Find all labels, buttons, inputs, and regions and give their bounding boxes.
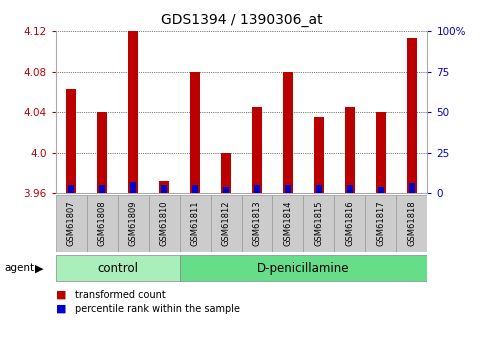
Bar — [180, 255, 427, 282]
Bar — [66, 89, 76, 193]
Bar — [180, 195, 211, 252]
Text: GSM61812: GSM61812 — [222, 201, 230, 246]
Text: GSM61808: GSM61808 — [98, 200, 107, 246]
Bar — [376, 112, 386, 193]
Bar — [223, 187, 229, 193]
Bar — [149, 195, 180, 252]
Text: GSM61818: GSM61818 — [408, 200, 416, 246]
Text: ■: ■ — [56, 290, 66, 300]
Bar — [366, 195, 397, 252]
Bar — [272, 195, 303, 252]
Text: GSM61810: GSM61810 — [159, 201, 169, 246]
Bar — [407, 38, 417, 193]
Text: control: control — [97, 262, 138, 275]
Bar — [334, 195, 366, 252]
Text: ▶: ▶ — [35, 263, 44, 273]
Bar — [86, 195, 117, 252]
Text: GSM61807: GSM61807 — [67, 200, 75, 246]
Bar — [161, 185, 167, 193]
Text: D-penicillamine: D-penicillamine — [257, 262, 350, 275]
Bar — [99, 185, 105, 193]
Text: GSM61809: GSM61809 — [128, 201, 138, 246]
Text: GSM61815: GSM61815 — [314, 201, 324, 246]
Text: GSM61813: GSM61813 — [253, 200, 261, 246]
Bar — [190, 71, 200, 193]
Text: transformed count: transformed count — [75, 290, 166, 300]
Bar — [242, 195, 272, 252]
Bar — [397, 195, 427, 252]
Bar — [158, 181, 170, 193]
Bar — [97, 112, 107, 193]
Text: GSM61814: GSM61814 — [284, 201, 293, 246]
Bar — [221, 152, 231, 193]
Bar — [344, 107, 355, 193]
Text: ■: ■ — [56, 304, 66, 314]
Bar — [128, 31, 139, 193]
Text: GSM61816: GSM61816 — [345, 200, 355, 246]
Text: GSM61811: GSM61811 — [190, 201, 199, 246]
Bar — [378, 187, 384, 193]
Bar — [409, 184, 415, 193]
Bar — [211, 195, 242, 252]
Text: GSM61817: GSM61817 — [376, 200, 385, 246]
Bar — [303, 195, 334, 252]
Bar — [252, 107, 262, 193]
Bar — [68, 185, 74, 193]
Bar — [313, 117, 325, 193]
Bar — [285, 185, 291, 193]
Bar — [283, 71, 293, 193]
Title: GDS1394 / 1390306_at: GDS1394 / 1390306_at — [161, 13, 322, 27]
Bar — [192, 185, 198, 193]
Bar — [56, 195, 86, 252]
Text: agent: agent — [5, 263, 35, 273]
Bar — [56, 255, 180, 282]
Bar — [254, 185, 260, 193]
Bar — [316, 185, 322, 193]
Bar — [117, 195, 149, 252]
Bar — [347, 185, 353, 193]
Bar — [130, 182, 136, 193]
Text: percentile rank within the sample: percentile rank within the sample — [75, 304, 240, 314]
